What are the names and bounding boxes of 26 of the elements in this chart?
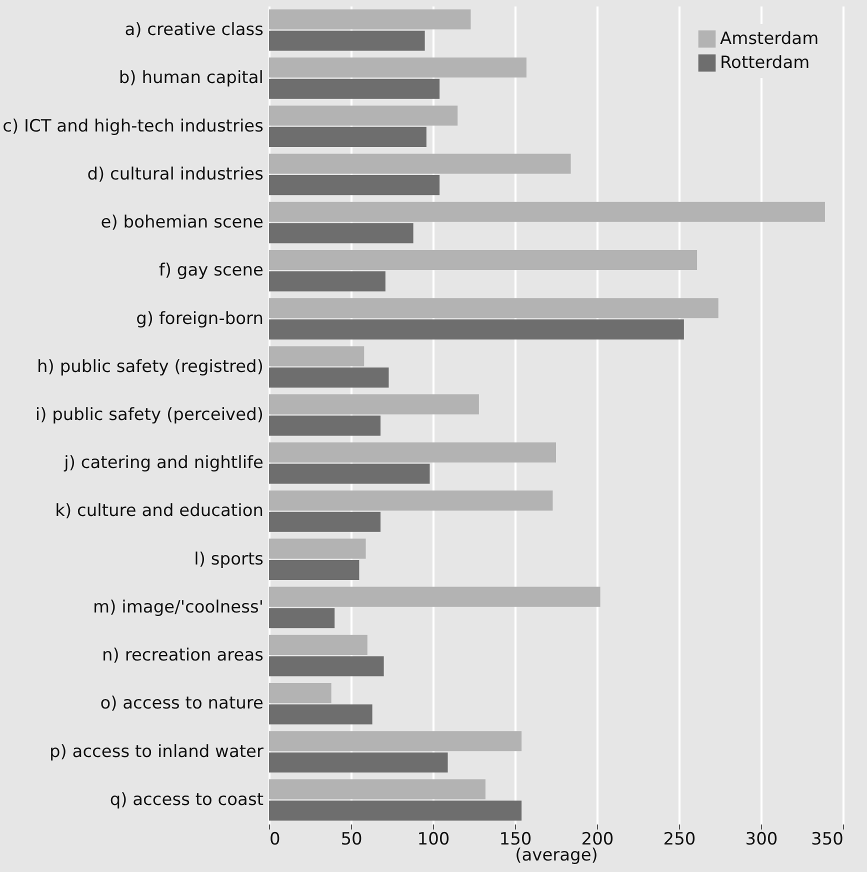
y-tick-label: h) public safety (registred) [37,356,264,377]
legend-label: Rotterdam [720,53,810,73]
y-tick-label: n) recreation areas [102,646,264,666]
y-tick-label: b) human capital [118,68,264,88]
x-tick-label: 350 [811,830,844,850]
y-tick-label: c) ICT and high-tech industries [2,116,264,136]
x-tick-label: 250 [663,830,696,850]
x-axis-title: (average) [515,846,598,866]
y-tick-label: g) foreign-born [136,308,264,329]
x-tick-label: 0 [270,830,280,850]
y-tick-label: q) access to coast [110,790,264,810]
y-tick-label: j) catering and nightlife [63,453,264,474]
y-tick-label: e) bohemian scene [100,212,264,233]
y-tick-label: k) culture and education [55,501,264,522]
y-tick-label: f) gay scene [158,260,264,281]
y-tick-label: d) cultural industries [87,164,264,184]
y-tick-label: i) public safety (perceived) [35,405,264,425]
y-tick-label: p) access to inland water [49,742,264,762]
y-tick-label: m) image/'coolness' [93,597,264,618]
y-tick-label: o) access to nature [100,694,264,714]
x-tick-label: 300 [745,830,778,850]
y-tick-label: l) sports [194,549,264,570]
legend-label: Amsterdam [720,29,819,49]
y-tick-label: a) creative class [124,20,264,40]
x-tick-label: 50 [340,830,362,850]
x-tick-label: 100 [417,830,450,850]
